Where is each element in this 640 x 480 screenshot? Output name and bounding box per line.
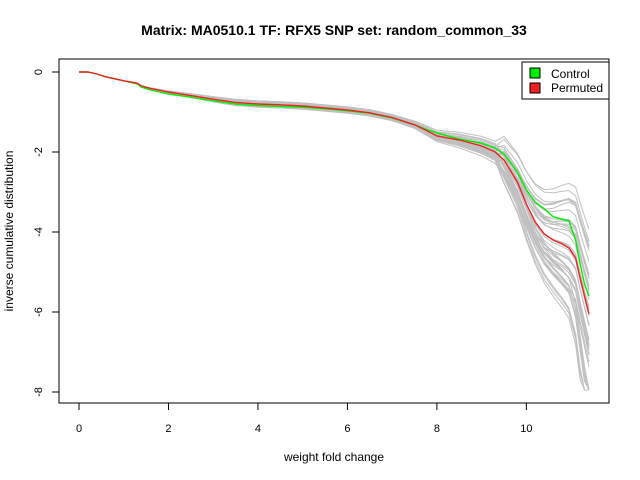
permutation-curve [79,71,590,347]
series-layer [79,71,590,315]
series-line-permuted [79,71,590,315]
x-tick-label: 8 [434,423,440,435]
permutation-curve [79,71,590,391]
legend-label-permuted: Permuted [551,81,603,95]
x-tick-label: 2 [165,423,171,435]
permutation-curve [79,71,590,355]
y-axis: 0 -2 -4 -6 -8 [33,69,60,397]
legend-swatch-control [529,67,541,79]
permutation-curve [79,71,590,362]
permutation-curve [79,71,589,391]
x-axis: 0 2 4 6 8 10 [76,402,532,435]
x-tick-label: 0 [76,423,82,435]
x-tick-label: 4 [255,423,261,435]
permutation-curve [79,71,590,356]
permutation-curve [79,71,589,391]
legend-swatch-permuted [529,82,541,94]
permutation-curve [79,71,590,345]
y-tick-label: 0 [33,69,45,75]
y-tick-label: -2 [33,147,45,157]
permutation-curve [79,71,590,391]
y-tick-label: -6 [33,307,45,317]
background-permutation-curves [79,71,590,391]
permutation-curve [79,71,590,391]
legend-label-control: Control [551,67,590,81]
x-tick-label: 6 [344,423,350,435]
y-tick-label: -8 [33,387,45,397]
permutation-curve [79,71,589,391]
permutation-curve [79,71,590,347]
permutation-curve [79,71,589,391]
permutation-curve [79,71,590,354]
y-axis-title: inverse cumulative distribution [2,151,16,312]
permutation-curve [79,71,590,230]
permutation-curve [79,71,590,391]
permutation-curve [79,71,590,391]
permutation-curve [79,71,590,246]
x-tick-label: 10 [520,423,532,435]
permutation-curve [79,71,590,350]
permutation-curve [79,71,590,391]
chart-title: Matrix: MA0510.1 TF: RFX5 SNP set: rando… [141,22,527,38]
permutation-curve [79,71,590,247]
permutation-curve [79,71,590,391]
permutation-curve [79,71,590,368]
permutation-curve [79,71,590,248]
legend: Control Permuted [521,61,610,100]
y-tick-label: -4 [33,227,45,237]
x-axis-title: weight fold change [283,450,384,464]
